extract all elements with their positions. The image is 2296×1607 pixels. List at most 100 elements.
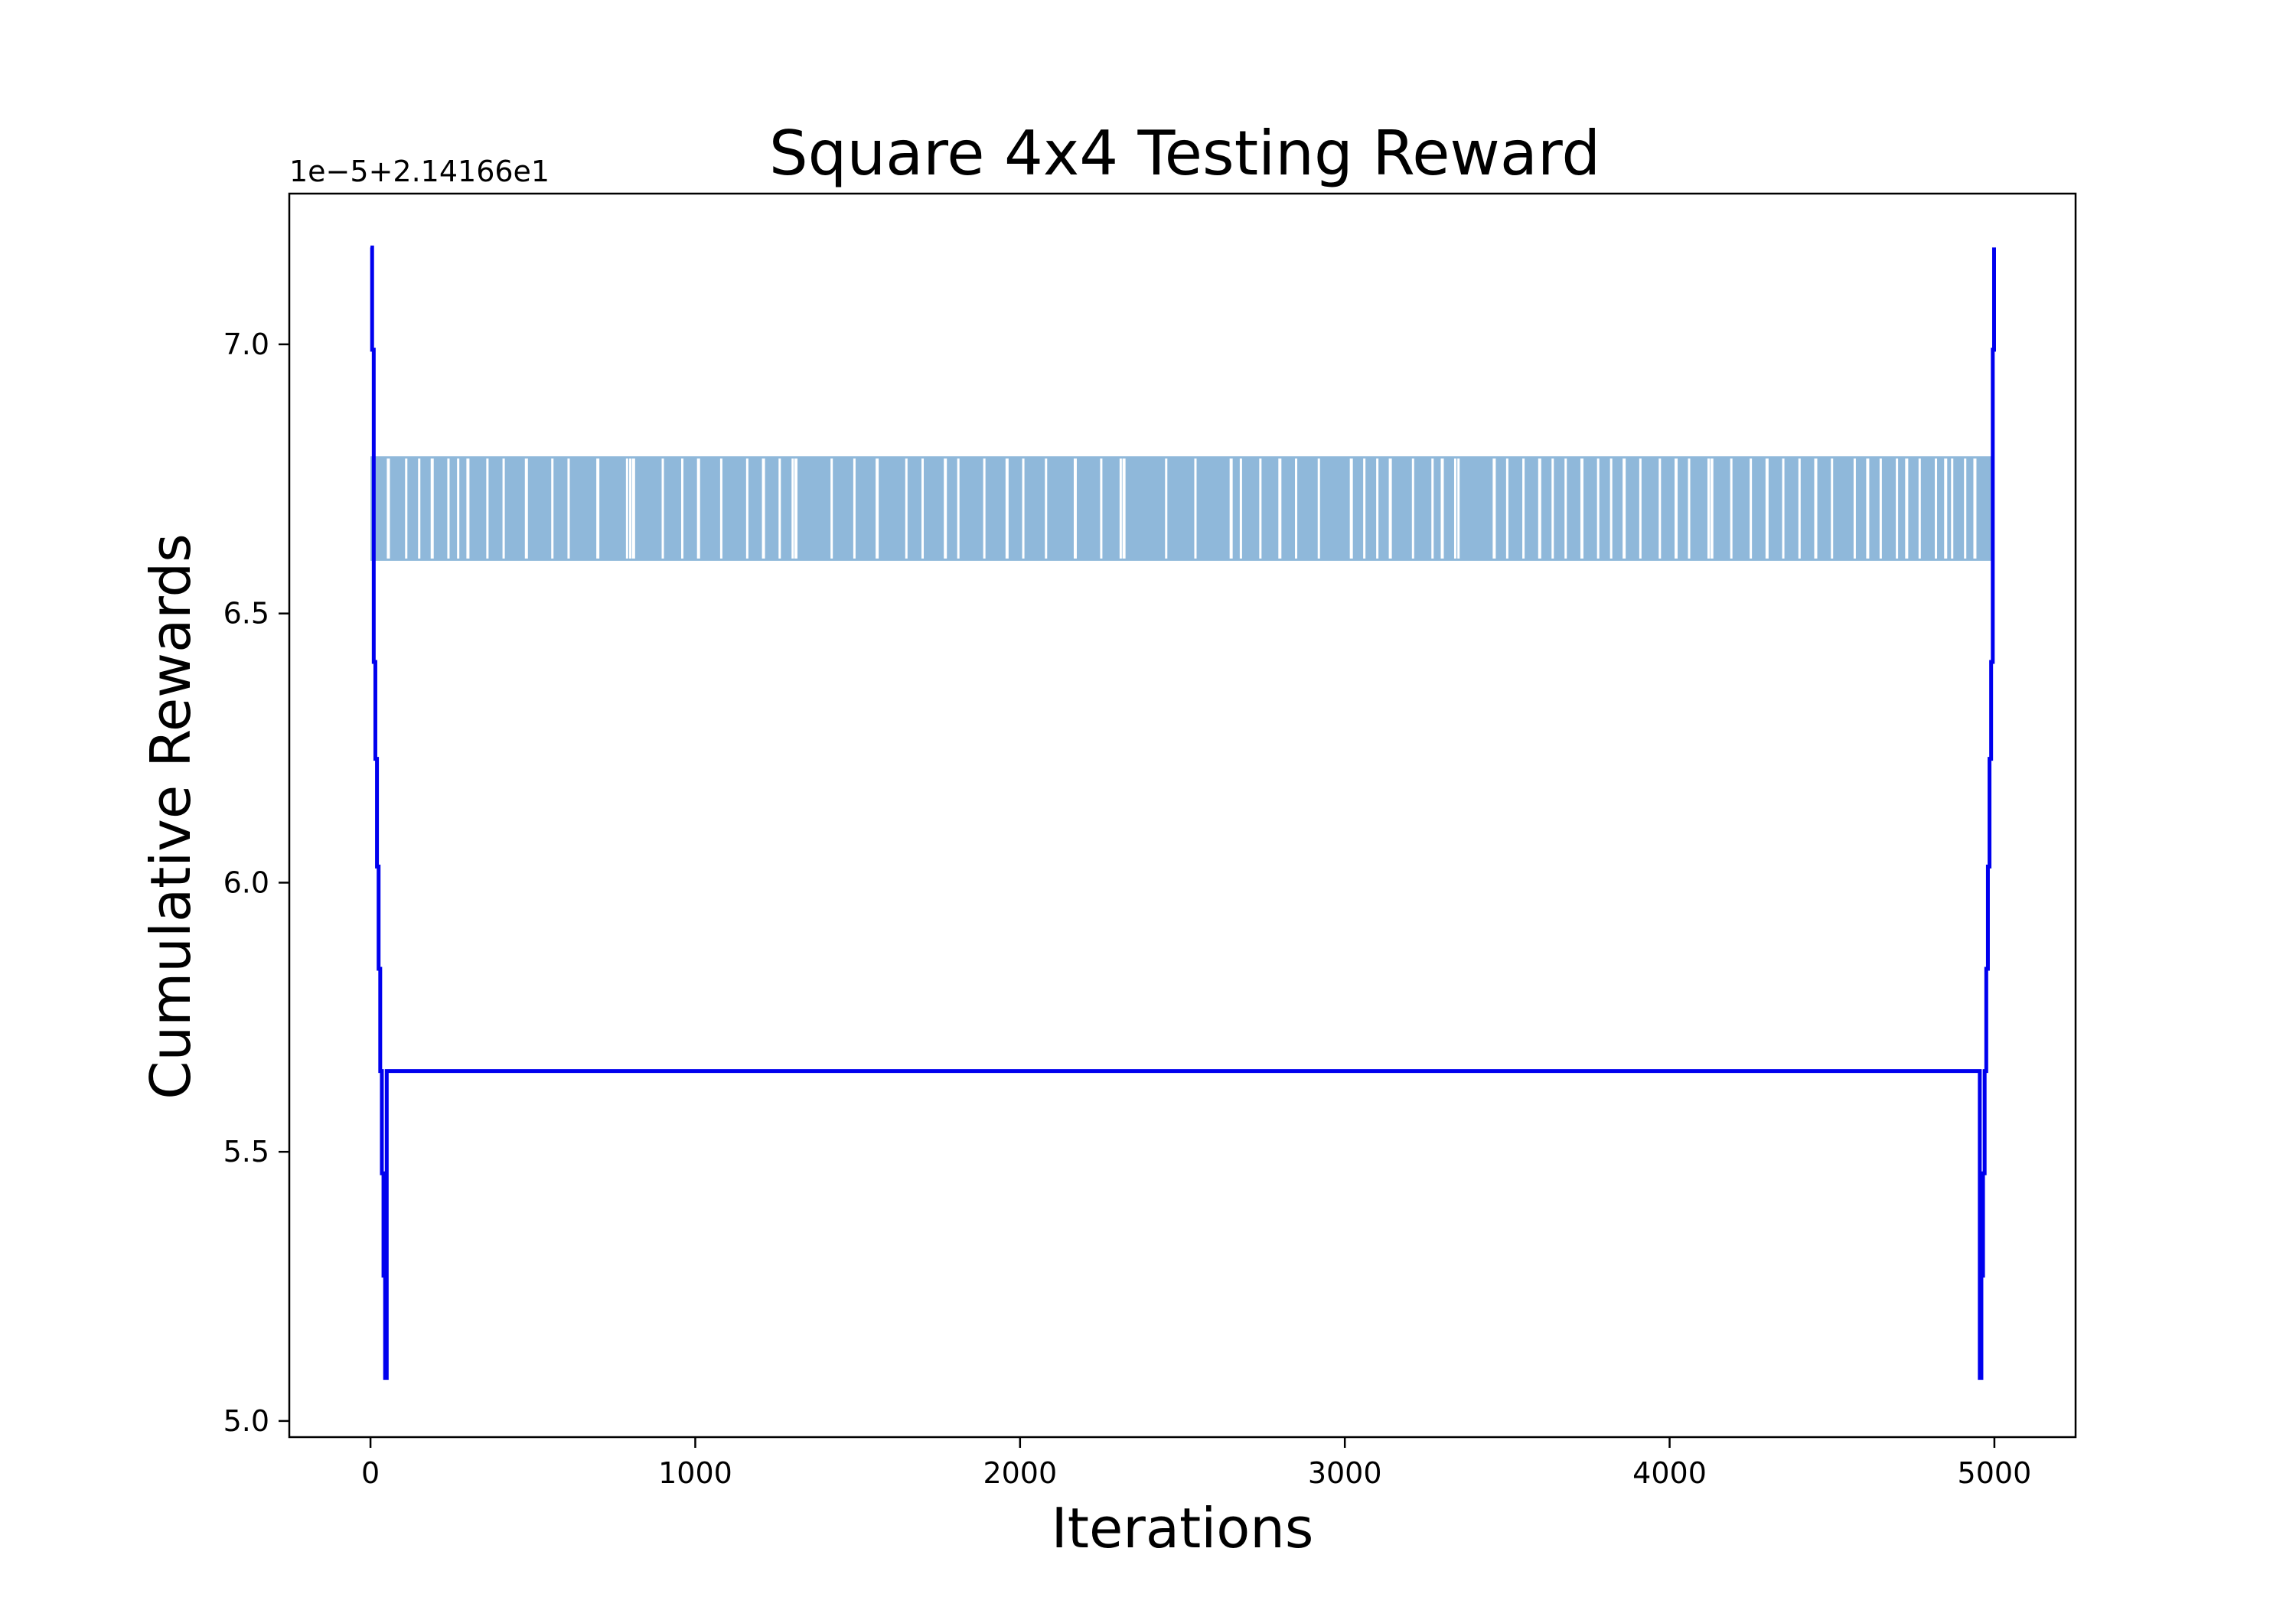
raw-reward-gap [457, 458, 460, 559]
raw-reward-gap [1295, 458, 1298, 559]
raw-reward-band [370, 457, 1994, 560]
raw-reward-gap [853, 458, 856, 559]
raw-reward-gap [778, 458, 781, 559]
raw-reward-gap [794, 458, 798, 559]
raw-reward-gap [1658, 458, 1662, 559]
raw-reward-gap [921, 458, 925, 559]
raw-reward-gap [1951, 458, 1954, 559]
raw-reward-gap [629, 458, 632, 559]
raw-reward-gap [983, 458, 986, 559]
x-tick-label: 5000 [1958, 1456, 2032, 1490]
smoothed-reward-line [370, 245, 1996, 1380]
raw-reward-gap [1239, 458, 1242, 559]
raw-reward-gap [1411, 458, 1414, 559]
raw-reward-gap [1522, 458, 1525, 559]
y-tick-label: 6.0 [223, 865, 269, 899]
raw-reward-gap [1580, 458, 1583, 559]
raw-reward-gap [524, 458, 528, 559]
raw-reward-gap [1229, 458, 1233, 559]
raw-reward-gap [386, 458, 390, 559]
y-tick-label: 6.5 [223, 597, 269, 631]
raw-reward-gap [680, 458, 683, 559]
raw-reward-gap [1879, 458, 1882, 559]
raw-reward-gap [1782, 458, 1785, 559]
raw-reward-gap [1457, 458, 1460, 559]
raw-reward-gap [631, 458, 635, 559]
raw-reward-gap [1623, 458, 1626, 559]
raw-reward-gap [1022, 458, 1025, 559]
raw-reward-gap [1194, 458, 1197, 559]
x-tick-label: 2000 [983, 1456, 1057, 1490]
raw-reward-gap [1750, 458, 1753, 559]
raw-reward-gap [1453, 458, 1456, 559]
raw-reward-gap [1317, 458, 1320, 559]
raw-reward-gap [625, 458, 628, 559]
raw-reward-gap [551, 458, 554, 559]
x-tick-label: 3000 [1308, 1456, 1382, 1490]
axes: 0 1000 2000 3000 4000 5000 5.0 5.5 6.0 6.5 7.0 [223, 192, 2077, 1490]
raw-reward-gap [944, 458, 947, 559]
raw-reward-gap [1918, 458, 1921, 559]
raw-reward-gap [1730, 458, 1733, 559]
raw-reward-gap [1551, 458, 1554, 559]
raw-reward-gap [1045, 458, 1048, 559]
y-tick-label: 5.0 [223, 1404, 269, 1438]
chart-title: Square 4x4 Testing Reward [769, 118, 1600, 189]
raw-reward-gap [502, 458, 505, 559]
raw-reward-gap [466, 458, 470, 559]
plot-frame [288, 192, 2077, 1439]
raw-reward-gap [745, 458, 748, 559]
raw-reward-gap [1349, 458, 1353, 559]
raw-reward-gap [957, 458, 960, 559]
raw-reward-gap [1363, 458, 1366, 559]
y-axis-label: Cumulative Rewards [139, 533, 203, 1099]
raw-reward-gap [1973, 458, 1977, 559]
raw-reward-gap [1853, 458, 1856, 559]
raw-reward-gap [1492, 458, 1496, 559]
plot-area [370, 245, 1996, 1380]
raw-reward-gap [1440, 458, 1444, 559]
raw-reward-gap [1896, 458, 1899, 559]
raw-reward-gap [447, 458, 450, 559]
x-tick-label: 1000 [658, 1456, 732, 1490]
raw-reward-gap [1259, 458, 1262, 559]
raw-reward-gap [405, 458, 408, 559]
x-tick-label: 0 [361, 1456, 380, 1490]
y-tick-label: 5.5 [223, 1135, 269, 1169]
raw-reward-gap [791, 458, 794, 559]
raw-reward-gap [1431, 458, 1434, 559]
raw-reward-gap [1122, 458, 1126, 559]
raw-reward-gap [762, 458, 765, 559]
raw-reward-gap [1100, 458, 1103, 559]
raw-reward-gap [1119, 458, 1122, 559]
raw-reward-gap [830, 458, 833, 559]
raw-reward-gap [1564, 458, 1567, 559]
raw-reward-gap [596, 458, 600, 559]
raw-reward-gap [696, 458, 700, 559]
raw-reward-gap [1675, 458, 1678, 559]
raw-reward-gap [1639, 458, 1642, 559]
raw-reward-gap [905, 458, 908, 559]
x-axis-label: Iterations [1052, 1496, 1314, 1560]
raw-reward-gap [1866, 458, 1870, 559]
raw-reward-gap [1688, 458, 1691, 559]
raw-reward-gap [719, 458, 722, 559]
raw-reward-gap [1073, 458, 1077, 559]
x-tick-label: 4000 [1632, 1456, 1707, 1490]
raw-reward-gap [661, 458, 664, 559]
raw-reward-gap [1710, 458, 1714, 559]
raw-reward-gap [1905, 458, 1909, 559]
raw-reward-gap [876, 458, 879, 559]
y-offset-label: 1e−5+2.14166e1 [289, 155, 550, 188]
raw-reward-gap [1831, 458, 1834, 559]
raw-reward-gap [567, 458, 570, 559]
raw-reward-gap [1798, 458, 1801, 559]
raw-reward-gap [1814, 458, 1818, 559]
raw-reward-gap [1609, 458, 1613, 559]
raw-reward-gap [418, 458, 421, 559]
raw-reward-gap [1005, 458, 1009, 559]
raw-reward-gap [1964, 458, 1967, 559]
raw-reward-gap [1935, 458, 1938, 559]
